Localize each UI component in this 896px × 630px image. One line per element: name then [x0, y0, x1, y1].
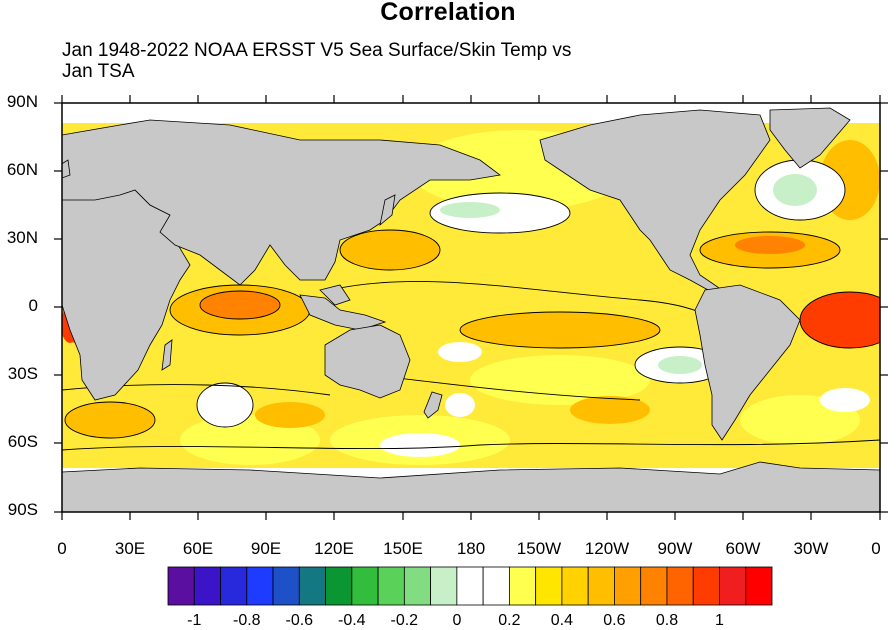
indonesia	[299, 294, 387, 331]
lon-label-90w: 90W	[657, 539, 693, 558]
australia	[324, 324, 411, 399]
lon-label-180: 180	[456, 539, 486, 558]
negative-correlation-zones	[440, 174, 817, 374]
uk	[62, 159, 71, 179]
lon-label-30w: 30W	[793, 539, 829, 558]
colorbar-swatch	[745, 566, 773, 606]
lon-label-60w: 60W	[725, 539, 761, 558]
colorbar-swatch	[719, 566, 747, 606]
colorbar-swatch	[535, 566, 563, 606]
colorbar-label: -0.2	[390, 612, 419, 629]
colorbar-label: -0.6	[285, 612, 314, 629]
colorbar-swatch	[456, 566, 484, 606]
colorbar-swatch	[640, 566, 668, 606]
colorbar-label: 0.6	[603, 612, 626, 629]
colorbar-swatch	[272, 566, 300, 606]
lat-label-30s: 30S	[7, 364, 38, 383]
land-masses	[62, 107, 880, 512]
eurasia	[62, 119, 501, 286]
lat-label-60s: 60S	[7, 432, 38, 451]
lon-label-60e: 60E	[182, 539, 214, 558]
subtitle-line-1: Jan 1948-2022 NOAA ERSST V5 Sea Surface/…	[62, 40, 572, 61]
colorbar	[167, 566, 773, 606]
colorbar-swatch	[220, 566, 248, 606]
colorbar-swatch	[167, 566, 195, 606]
colorbar-swatch	[482, 566, 510, 606]
lon-label-120e: 120E	[314, 539, 354, 558]
tick-marks	[54, 95, 888, 520]
colorbar-label: 0.4	[550, 612, 574, 629]
colorbar-swatch	[614, 566, 642, 606]
lon-label-30e: 30E	[114, 539, 146, 558]
colorbar-swatch	[666, 566, 694, 606]
map-subtitle: Jan 1948-2022 NOAA ERSST V5 Sea Surface/…	[62, 40, 571, 82]
lon-label-150e: 150E	[383, 539, 423, 558]
colorbar-swatch	[351, 566, 379, 606]
colorbar-swatch	[246, 566, 274, 606]
lat-label-30n: 30N	[6, 228, 38, 247]
south-america	[694, 284, 801, 441]
colorbar-swatch	[193, 566, 221, 606]
japan	[379, 194, 396, 227]
lat-label-0: 0	[28, 296, 38, 315]
colorbar-label: 0	[452, 612, 462, 629]
colorbar-label: -0.8	[233, 612, 261, 629]
colorbar-swatch	[508, 566, 537, 606]
lat-label-60n: 60N	[6, 160, 38, 179]
subtitle-line-2: Jan TSA	[62, 61, 135, 82]
colorbar-swatch	[692, 566, 720, 606]
madagascar	[161, 339, 173, 371]
map-plot-area	[62, 103, 880, 512]
colorbar-swatch	[298, 566, 326, 606]
lon-label-90e: 90E	[250, 539, 282, 558]
colorbar-label: -1	[187, 612, 202, 629]
greenland	[769, 107, 851, 169]
colorbar-swatch	[377, 566, 405, 606]
colorbar-swatch	[430, 566, 458, 606]
colorbar-swatch	[561, 566, 589, 606]
moderate-correlation-zones	[65, 140, 880, 438]
colorbar-swatch	[587, 566, 615, 606]
colorbar-label: 1	[715, 612, 724, 629]
map-title: Correlation	[380, 0, 516, 26]
lon-label-0-east: 0	[871, 539, 881, 558]
lat-label-90n: 90N	[6, 92, 38, 111]
borneo	[319, 284, 351, 306]
lon-label-150w: 150W	[516, 539, 562, 558]
colorbar-swatch	[325, 566, 353, 606]
lon-label-120w: 120W	[584, 539, 630, 558]
lat-label-90s: 90S	[7, 500, 38, 519]
colorbar-swatch	[403, 566, 432, 606]
colorbar-label: -0.4	[338, 612, 366, 629]
antarctica	[62, 461, 880, 512]
colorbar-label: 0.2	[498, 612, 521, 629]
lon-label-0: 0	[57, 539, 67, 558]
colorbar-label: 0.8	[655, 612, 679, 629]
new-zealand	[423, 391, 443, 419]
